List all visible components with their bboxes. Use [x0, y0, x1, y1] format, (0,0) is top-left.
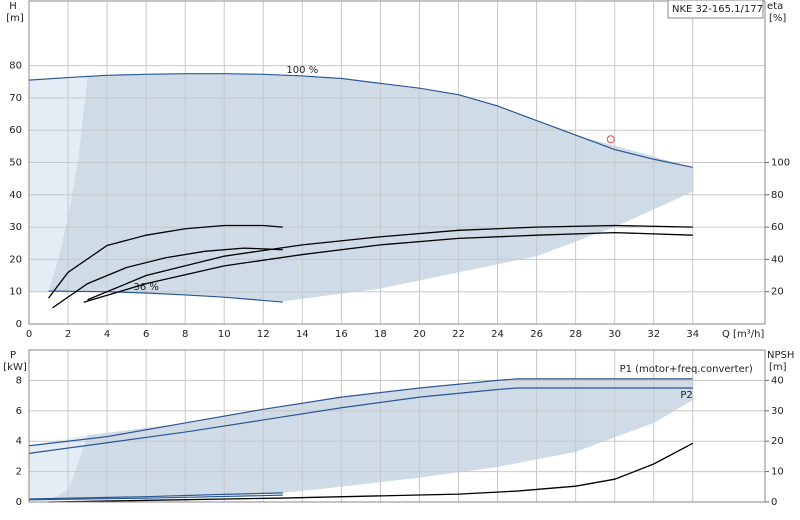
curve-label: P1 (motor+freq.converter): [620, 364, 753, 375]
x-tick-label: 30: [608, 329, 621, 340]
operating-region: [48, 378, 693, 501]
y2-tick-label: 10: [771, 467, 784, 478]
annotation-box: [667, 0, 764, 19]
y-tick-label: 4: [16, 436, 22, 447]
curve: [28, 492, 283, 500]
x-tick-label: 34: [686, 329, 699, 340]
y2-tick-label: 40: [771, 375, 784, 386]
y2-tick-label: 0: [771, 497, 777, 508]
y-axis-unit: [kW]: [3, 362, 27, 373]
y-tick-label: 8: [16, 375, 22, 386]
y2-tick-label: 80: [771, 190, 784, 201]
x-tick-label: 6: [143, 329, 149, 340]
y2-tick-label: 20: [771, 287, 784, 298]
x-axis-label: Q [m³/h]: [722, 329, 764, 340]
curve: [28, 73, 693, 168]
curve-label: P2: [680, 390, 692, 401]
x-tick-label: 28: [569, 329, 582, 340]
curve-label: 36 %: [133, 282, 158, 293]
y-axis-label: P: [10, 350, 16, 361]
y-tick-label: 20: [9, 254, 22, 265]
x-tick-label: 0: [26, 329, 32, 340]
x-tick-label: 26: [530, 329, 543, 340]
x-tick-label: 24: [491, 329, 504, 340]
y-tick-label: 0: [16, 497, 22, 508]
plot-border: [28, 0, 766, 325]
y-axis-label: H: [9, 1, 17, 12]
y-tick-label: 60: [9, 125, 22, 136]
curve: [87, 224, 693, 301]
y-tick-label: 80: [9, 61, 22, 72]
y-tick-label: 0: [16, 319, 22, 330]
x-tick-label: 16: [335, 329, 348, 340]
curve: [48, 224, 283, 299]
y2-axis-label: NPSH: [767, 350, 794, 361]
y2-tick-label: 30: [771, 406, 784, 417]
x-tick-label: 2: [65, 329, 71, 340]
y-tick-label: 10: [9, 287, 22, 298]
y-tick-label: 50: [9, 158, 22, 169]
y2-tick-label: 100: [771, 158, 790, 169]
x-tick-label: 20: [413, 329, 426, 340]
curve: [28, 378, 693, 447]
y2-axis-label: eta: [767, 1, 783, 12]
x-tick-label: 10: [218, 329, 231, 340]
x-tick-label: 22: [452, 329, 465, 340]
y-tick-label: 40: [9, 190, 22, 201]
x-tick-label: 8: [182, 329, 188, 340]
duty-point: [606, 135, 615, 144]
curve: [28, 494, 283, 501]
x-tick-label: 14: [296, 329, 309, 340]
curve: [83, 231, 693, 303]
y-tick-label: 2: [16, 467, 22, 478]
y-tick-label: 70: [9, 93, 22, 104]
curve: [28, 387, 693, 454]
curve: [48, 442, 694, 503]
y2-axis-unit: [%]: [769, 13, 786, 24]
x-tick-label: 12: [257, 329, 270, 340]
y2-tick-label: 60: [771, 222, 784, 233]
y2-tick-label: 20: [771, 436, 784, 447]
x-tick-label: 18: [374, 329, 387, 340]
plot-border: [28, 349, 766, 503]
curve-label: 100 %: [286, 65, 318, 76]
x-tick-label: 4: [104, 329, 110, 340]
x-tick-label: 32: [647, 329, 660, 340]
annotation: NKE 32-165.1/177: [672, 4, 763, 15]
curve: [52, 247, 283, 309]
y-tick-label: 6: [16, 406, 22, 417]
y2-axis-unit: [m]: [769, 362, 787, 373]
y-tick-label: 30: [9, 222, 22, 233]
y-axis-unit: [m]: [6, 13, 24, 24]
y2-tick-label: 40: [771, 254, 784, 265]
